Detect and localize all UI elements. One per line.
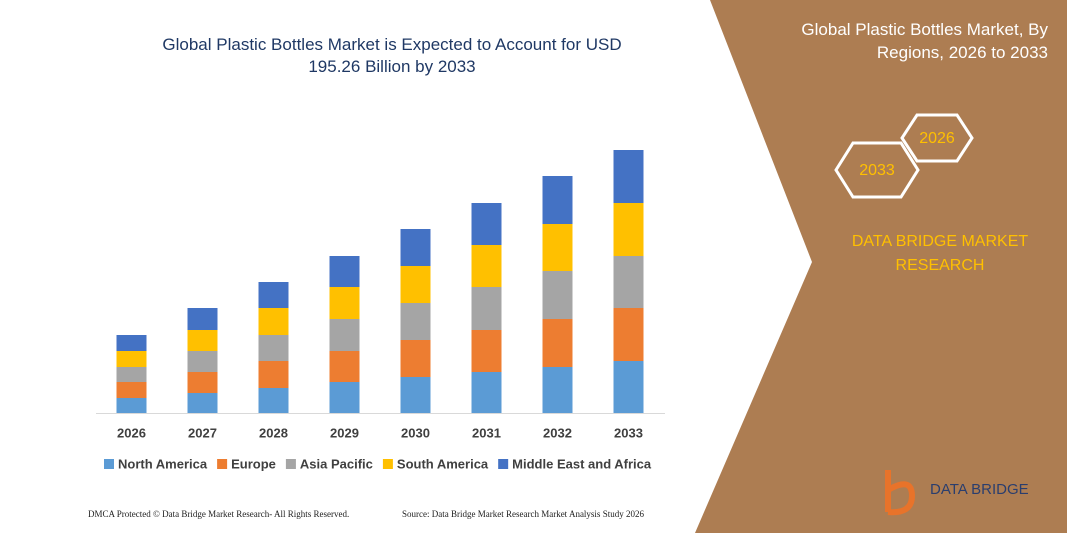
bar-segment [613,308,644,361]
bar-segment [471,245,502,287]
x-tick-label: 2033 [614,425,643,440]
bar-segment [613,361,644,413]
logo-icon [885,470,916,516]
legend-swatch [382,459,393,469]
bar-segment [542,367,573,413]
footer-right: Source: Data Bridge Market Research Mark… [402,509,644,519]
bar-segment [471,203,502,245]
bar-segment [329,351,360,382]
bar-segment [116,351,147,367]
x-tick-label: 2028 [259,425,288,440]
x-tick-label: 2029 [330,425,359,440]
bar-segment [116,398,147,413]
x-tick-label: 2032 [543,425,572,440]
bar-segment [187,351,218,372]
bar-segment [258,335,289,361]
bar-segment [400,377,431,413]
legend-label: Asia Pacific [300,456,373,471]
side-panel [695,0,1067,533]
bar-segment [187,393,218,413]
chart-title: Global Plastic Bottles Market is Expecte… [162,35,622,76]
bar-segment [613,150,644,203]
panel-title: Global Plastic Bottles Market, By Region… [801,20,1048,62]
bar-segment [542,176,573,224]
legend-label: Middle East and Africa [512,456,652,471]
legend-swatch [498,459,509,469]
bar-segment [471,287,502,330]
hexagon [834,141,920,199]
bar-segment [471,330,502,372]
legend-swatch [285,459,296,469]
bar-segment [329,319,360,351]
bar-segment [542,224,573,271]
bar-segment [329,382,360,413]
legend-label: South America [397,456,489,471]
hex-label: 2026 [919,130,955,147]
hexagon [900,113,974,163]
bar-segment [187,330,218,351]
legend-swatch [217,459,228,469]
bar-segment [187,308,218,330]
x-tick-label: 2027 [188,425,217,440]
bar-segment [258,388,289,413]
legend-swatch [104,459,114,469]
bar-segment [400,303,431,340]
legend-label: Europe [231,456,276,471]
x-tick-label: 2030 [401,425,430,440]
bar-segment [400,340,431,377]
bar-segment [400,266,431,303]
hex-label: 2033 [859,162,895,179]
bar-segment [329,256,360,287]
bar-segment [542,319,573,367]
bar-segment [613,256,644,308]
x-tick-label: 2031 [472,425,501,440]
x-tick-label: 2026 [117,425,146,440]
bar-segment [258,308,289,335]
bar-segment [613,203,644,256]
bar-segment [329,287,360,319]
bar-segment [542,271,573,319]
bar-segment [116,367,147,382]
bar-segment [116,382,147,398]
bar-segment [258,282,289,308]
legend-label: North America [118,456,208,471]
brand-text: DATA BRIDGE MARKET RESEARCH [851,233,1029,274]
bar-segment [471,372,502,413]
logo-text: DATA BRIDGE [930,481,1029,498]
footer-left: DMCA Protected © Data Bridge Market Rese… [88,509,350,519]
bar-segment [258,361,289,388]
bar-segment [400,229,431,266]
bar-segment [116,335,147,351]
bar-segment [187,372,218,393]
